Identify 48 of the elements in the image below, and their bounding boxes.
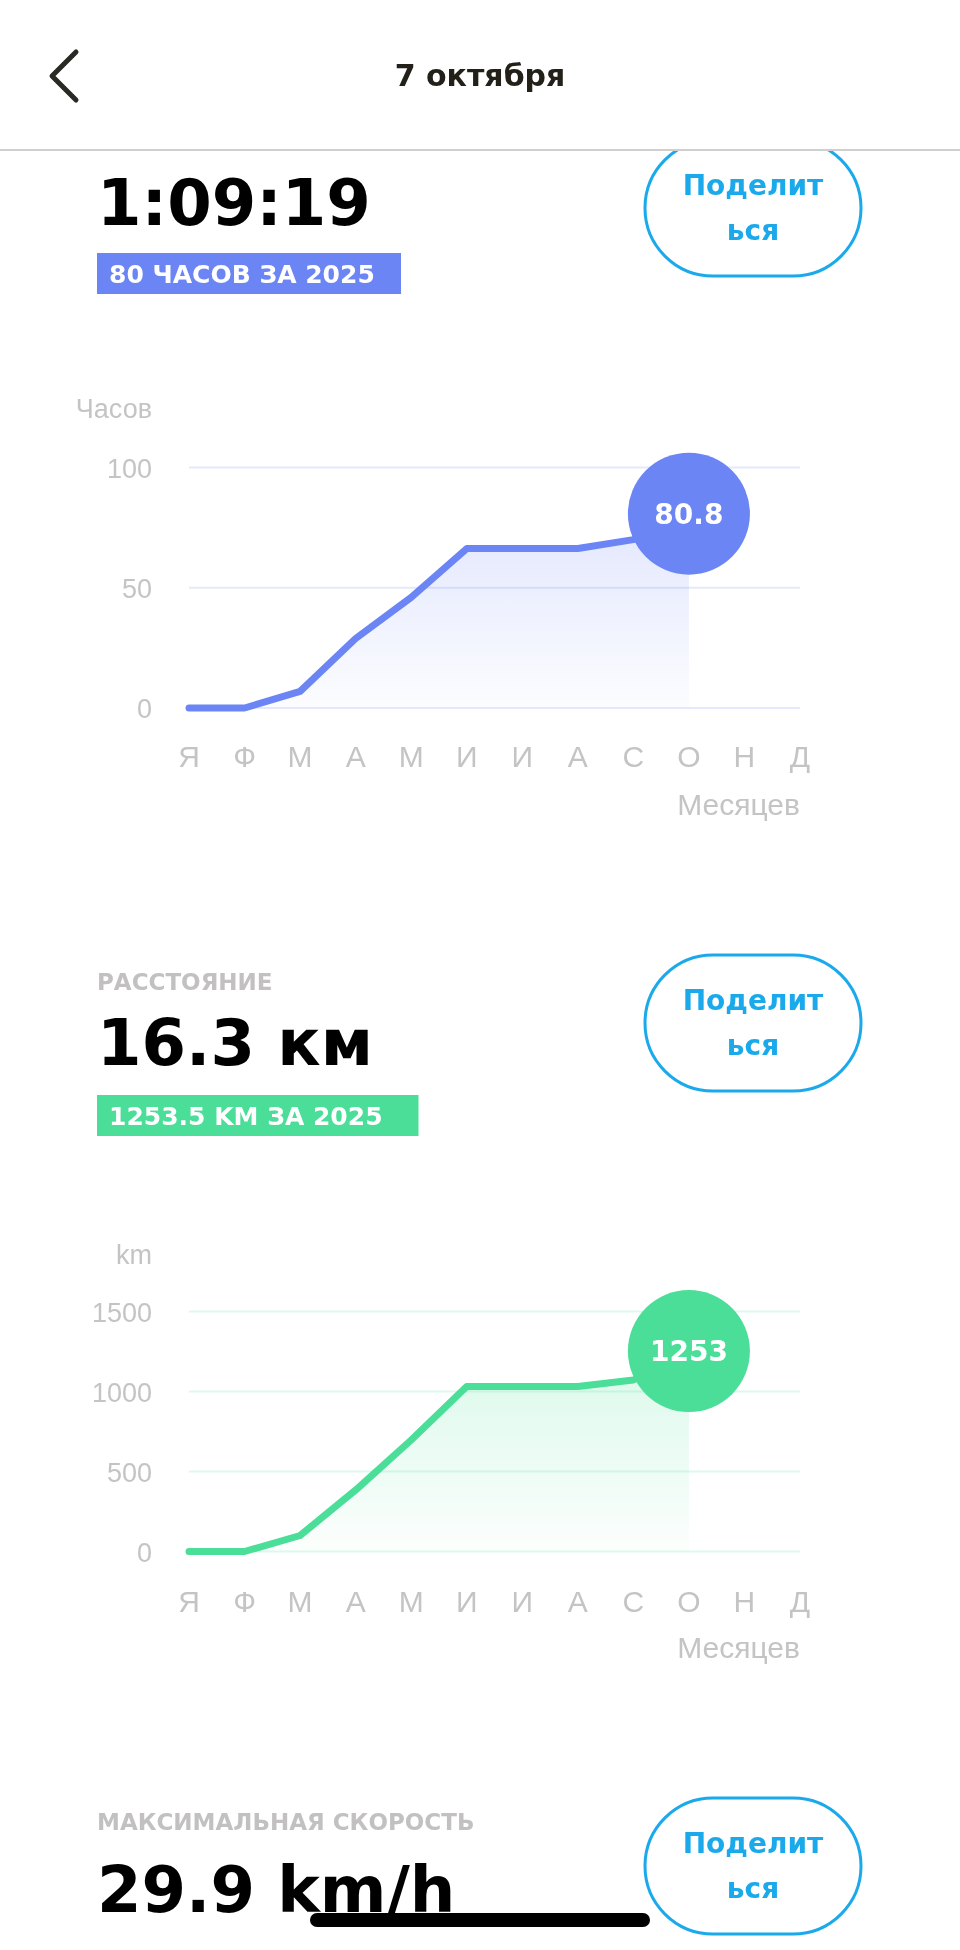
x-tick-label: Н (733, 1585, 756, 1618)
x-tick-label: Ф (233, 1585, 256, 1618)
data-label: 1253 (649, 1335, 728, 1369)
text: 7 октября (394, 58, 566, 93)
x-tick-label: Я (178, 1585, 200, 1618)
text: Поделиться (682, 1827, 825, 1905)
x-tick-label: Ф (233, 740, 256, 773)
text: Поделиться (682, 169, 825, 247)
x-tick-label: Н (733, 740, 756, 773)
x-axis-title: Месяцев (677, 1631, 800, 1664)
y-tick-label: 100 (106, 453, 152, 484)
x-tick-label: И (511, 740, 534, 773)
x-tick-label: М (287, 1585, 313, 1618)
text: Поделиться (682, 984, 825, 1062)
text: МАКСИМАЛЬНАЯ СКОРОСТЬ (97, 1809, 475, 1835)
x-tick-label: А (567, 1585, 588, 1618)
x-tick-label: М (398, 1585, 424, 1618)
text: РАССТОЯНИЕ (97, 969, 273, 995)
y-tick-label: 50 (121, 573, 152, 604)
y-tick-label: 0 (136, 1537, 152, 1568)
text: 1:09:19 (97, 166, 371, 240)
y-tick-label: 0 (136, 694, 152, 724)
x-tick-label: А (345, 740, 366, 773)
x-tick-label: М (287, 740, 313, 773)
x-tick-label: О (677, 740, 701, 773)
text: 1253.5 KM ЗА 2025 (109, 1102, 383, 1131)
x-tick-label: Д (789, 740, 811, 773)
text: 29.9 km/h (97, 1853, 456, 1927)
text: 80 ЧАСОВ ЗА 2025 (109, 260, 375, 289)
x-tick-label: Я (178, 740, 200, 773)
x-tick-label: С (622, 740, 645, 773)
y-axis-title: km (116, 1240, 152, 1270)
y-axis-title: Часов (75, 394, 152, 424)
y-tick-label: 500 (106, 1457, 152, 1488)
x-tick-label: С (622, 1585, 645, 1618)
y-tick-label: 1500 (91, 1297, 152, 1328)
x-tick-label: А (345, 1585, 366, 1618)
y-tick-label: 1000 (91, 1377, 152, 1408)
text: 16.3 км (97, 1006, 373, 1080)
x-tick-label: И (455, 740, 478, 773)
x-tick-label: Д (789, 1585, 811, 1618)
x-tick-label: О (677, 1585, 701, 1618)
x-tick-label: И (511, 1585, 534, 1618)
x-axis-title: Месяцев (677, 788, 800, 821)
x-tick-label: И (455, 1585, 478, 1618)
x-tick-label: А (567, 740, 588, 773)
x-tick-label: М (398, 740, 424, 773)
data-label: 80.8 (654, 497, 724, 531)
